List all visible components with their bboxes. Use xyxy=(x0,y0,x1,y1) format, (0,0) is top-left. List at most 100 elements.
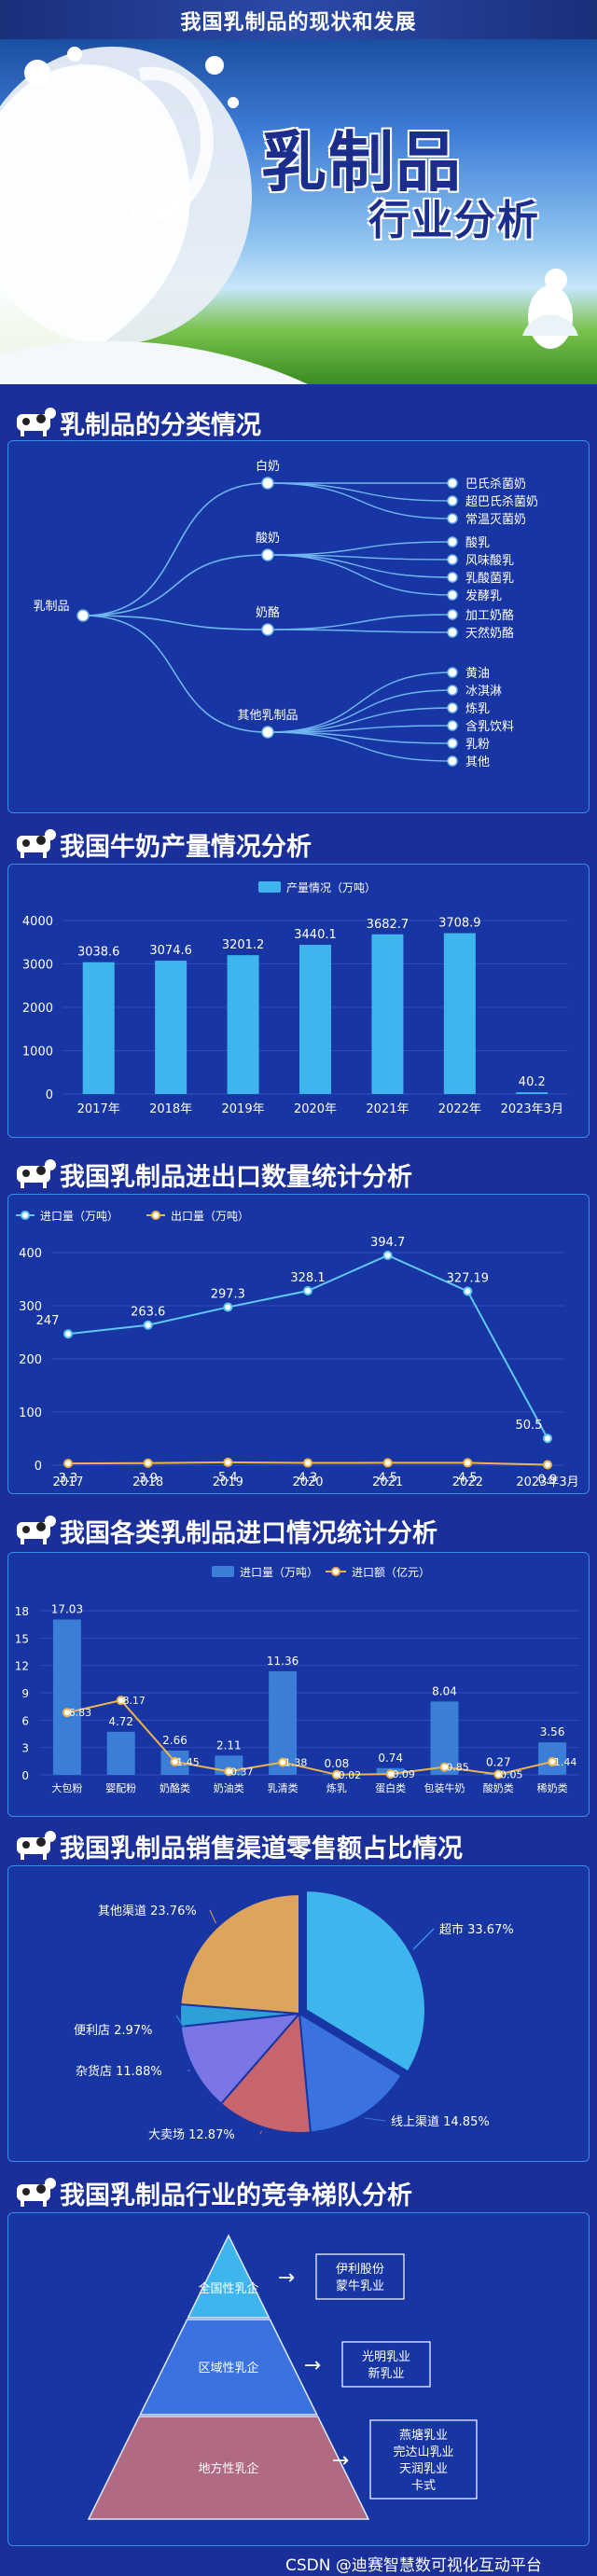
data-label: 3682.7 xyxy=(367,918,410,932)
data-label: 3708.9 xyxy=(438,917,481,931)
company-name: 卡式 xyxy=(411,2479,436,2493)
data-label: 3.9 xyxy=(138,1472,158,1486)
x-tick-label: 炼乳 xyxy=(326,1781,347,1794)
leader-line xyxy=(209,1909,216,1924)
series-point xyxy=(548,1756,558,1766)
y-tick-label: 18 xyxy=(15,1605,29,1618)
section-title-text: 我国各类乳制品进口情况统计分析 xyxy=(60,1519,437,1548)
x-tick-label: 大包粉 xyxy=(51,1781,82,1794)
slice-label: 其他渠道 23.76% xyxy=(98,1904,197,1918)
x-tick-label: 2022 xyxy=(452,1475,483,1489)
data-label: 11.36 xyxy=(267,1655,298,1668)
tree-link xyxy=(267,482,453,519)
section-title-text: 我国乳制品进出口数量统计分析 xyxy=(60,1163,412,1192)
data-label: 50.5 xyxy=(516,1419,543,1433)
series-point xyxy=(543,1433,552,1444)
cow-icon xyxy=(17,1159,56,1188)
tree-leaf-label: 加工奶酪 xyxy=(465,608,514,623)
series-point xyxy=(303,1285,312,1295)
tree-link xyxy=(82,615,269,630)
data-label: 0.08 xyxy=(325,1757,350,1770)
x-tick-label: 2021年 xyxy=(366,1102,409,1116)
tree-group-label: 奶酪 xyxy=(256,605,280,620)
legend-swatch xyxy=(212,1566,234,1577)
x-tick-label: 2020年 xyxy=(294,1102,337,1116)
hero-sub-title: 行业分析 xyxy=(368,197,540,244)
tree-leaf-label: 其他 xyxy=(465,755,490,769)
tree-link xyxy=(267,707,453,733)
arrow-icon: → xyxy=(332,2449,349,2472)
data-label: 2.66 xyxy=(162,1734,187,1747)
legend-label: 进口量（万吨） xyxy=(40,1210,118,1223)
slice-label: 大卖场 12.87% xyxy=(148,2128,235,2142)
cow-icon xyxy=(17,1516,56,1544)
data-label: 0.37 xyxy=(230,1766,254,1778)
bar xyxy=(299,945,331,1094)
data-label: 297.3 xyxy=(211,1288,245,1302)
series-point xyxy=(543,1460,552,1470)
cow-icon xyxy=(17,2178,56,2207)
x-tick-label: 2023年3月 xyxy=(501,1102,563,1116)
series-point xyxy=(331,1769,341,1780)
data-label: 4.5 xyxy=(458,1471,478,1485)
company-name: 天润乳业 xyxy=(399,2462,448,2476)
tree-leaf-node xyxy=(447,536,458,547)
cow-icon xyxy=(17,408,56,436)
tree-leaf-label: 含乳饮料 xyxy=(465,719,514,734)
tree-leaf-node xyxy=(447,627,458,638)
y-tick-label: 1000 xyxy=(22,1046,53,1059)
series-point xyxy=(382,1458,393,1468)
y-tick-label: 3 xyxy=(21,1742,29,1755)
tier-label: 区域性乳企 xyxy=(198,2361,258,2375)
data-label: 3440.1 xyxy=(294,928,337,942)
bar xyxy=(443,933,476,1094)
section-title-competition: 我国乳制品行业的竞争梯队分析 xyxy=(0,2169,597,2210)
x-tick-label: 蛋白类 xyxy=(375,1781,406,1794)
x-tick-label: 2018 xyxy=(132,1475,163,1489)
pyramid-tier xyxy=(87,2416,370,2520)
leader-line xyxy=(364,2117,386,2122)
x-tick-label: 2020 xyxy=(292,1475,323,1489)
data-label: 0.02 xyxy=(339,1769,362,1781)
y-tick-label: 0 xyxy=(21,1769,29,1782)
y-tick-label: 300 xyxy=(19,1300,42,1314)
x-tick-label: 包装牛奶 xyxy=(424,1781,465,1794)
pie-slice xyxy=(219,2011,312,2134)
data-label: 3.56 xyxy=(540,1725,565,1738)
tree-group-node xyxy=(261,548,274,561)
x-tick-label: 2017 xyxy=(52,1475,83,1489)
tier-label: 全国性乳企 xyxy=(198,2281,258,2296)
tree-root-label: 乳制品 xyxy=(33,600,69,614)
data-label: 328.1 xyxy=(290,1271,325,1285)
series-point xyxy=(463,1458,473,1468)
legend-marker xyxy=(151,1211,160,1220)
pie-slice xyxy=(179,1892,300,2015)
data-label: 1.38 xyxy=(285,1757,308,1769)
data-label: 5.4 xyxy=(218,1471,238,1485)
tree-leaf-label: 常温灭菌奶 xyxy=(465,513,526,527)
tree-link xyxy=(82,615,269,733)
x-tick-label: 2023年3月 xyxy=(516,1475,578,1489)
bar xyxy=(52,1619,81,1775)
tree-leaf-label: 乳酸菌乳 xyxy=(465,572,514,586)
tree-link xyxy=(267,614,453,630)
company-box xyxy=(369,2419,478,2500)
data-label: 4.72 xyxy=(108,1715,133,1728)
data-label: 4.3 xyxy=(298,1472,318,1486)
data-label: 8.17 xyxy=(122,1695,146,1707)
tree-leaf-node xyxy=(447,554,458,565)
production-panel: 产量情况（万吨） 0 1000 2000 3000 4000 3038.6 2017年 3074… xyxy=(7,864,590,1138)
section-title-text: 乳制品的分类情况 xyxy=(60,411,261,440)
series-line xyxy=(66,1699,553,1776)
tree-leaf-node xyxy=(447,738,458,749)
tree-leaf-node xyxy=(447,589,458,601)
bar xyxy=(155,961,187,1094)
tree-link xyxy=(267,689,453,733)
leader-line xyxy=(412,1928,435,1950)
category-import-chart: 进口量（万吨） 进口额（亿元） 0 3 6 9 12 15 18 17.03 大包粉 4.72 婴配粉 2… xyxy=(15,1565,579,1794)
company-name: 完达山乳业 xyxy=(393,2445,453,2459)
data-label: 3201.2 xyxy=(222,938,265,952)
bar xyxy=(227,955,259,1094)
data-label: 3038.6 xyxy=(77,946,120,960)
